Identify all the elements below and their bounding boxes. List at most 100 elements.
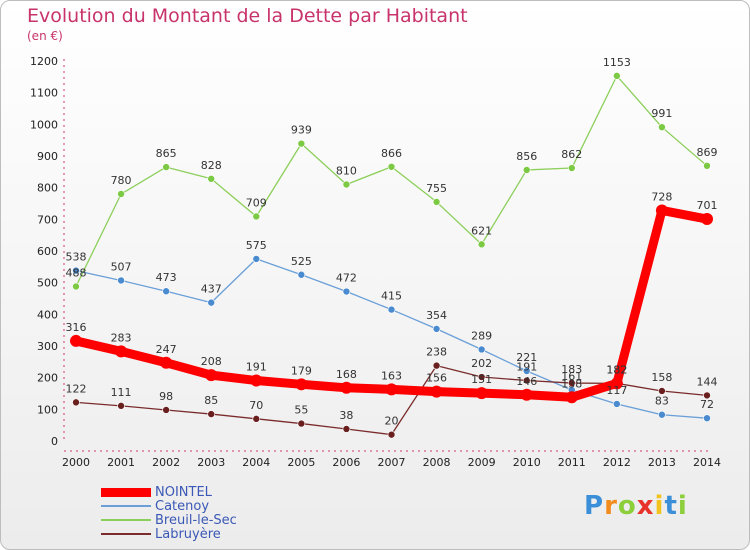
legend-item-nointel: NOINTEL [101, 485, 237, 500]
y-tick-label: 800 [37, 182, 58, 195]
y-tick-label: 200 [37, 372, 58, 385]
series-line-2 [75, 75, 708, 287]
y-tick-label: 1200 [30, 55, 58, 68]
data-point-2 [613, 72, 621, 80]
data-label: 701 [697, 199, 718, 212]
data-point-3 [703, 391, 711, 400]
data-label: 38 [339, 409, 353, 422]
data-label: 488 [66, 266, 87, 279]
data-point-3 [658, 387, 666, 395]
data-label: 862 [561, 148, 582, 161]
data-label: 316 [66, 321, 87, 334]
legend-item-labruyere: Labruyère [101, 527, 237, 542]
data-label: 183 [561, 363, 582, 376]
x-tick-label: 2001 [107, 456, 135, 469]
data-point-0 [160, 356, 173, 369]
data-point-1 [162, 287, 170, 296]
data-point-3 [72, 398, 80, 407]
data-point-3 [117, 402, 125, 410]
legend-swatch-nointel [101, 487, 151, 497]
data-label: 507 [111, 260, 132, 273]
data-label: 991 [651, 107, 672, 120]
data-label: 856 [516, 150, 537, 163]
x-tick-label: 2013 [648, 456, 676, 469]
y-tick-label: 300 [37, 340, 58, 353]
data-label: 151 [471, 373, 492, 386]
y-tick-label: 700 [37, 213, 58, 226]
data-point-2 [207, 175, 216, 183]
data-label: 72 [700, 398, 714, 411]
x-tick-label: 2006 [332, 456, 360, 469]
data-point-2 [703, 162, 711, 170]
x-tick-label: 2005 [287, 456, 315, 469]
data-label: 146 [516, 375, 537, 388]
data-label: 191 [516, 361, 537, 374]
data-point-2 [252, 212, 261, 221]
data-label: 415 [381, 290, 402, 303]
data-label: 810 [336, 165, 357, 178]
data-label: 289 [471, 329, 492, 342]
data-point-2 [162, 163, 170, 171]
x-tick-label: 2000 [62, 456, 90, 469]
data-point-1 [342, 287, 351, 296]
chart-title: Evolution du Montant de la Dette par Hab… [27, 5, 468, 27]
data-label: 70 [249, 399, 263, 412]
data-label: 728 [651, 190, 672, 203]
proxiti-logo: Proxiti [584, 491, 688, 521]
y-tick-label: 900 [37, 150, 58, 163]
data-point-1 [432, 325, 441, 333]
data-label: 238 [426, 346, 447, 359]
legend-item-breuil-le-sec: Breuil-le-Sec [101, 512, 237, 528]
data-point-0 [475, 387, 488, 400]
data-point-1 [207, 298, 216, 307]
data-point-0 [250, 374, 263, 387]
data-label: 122 [66, 382, 87, 395]
data-point-2 [432, 198, 441, 206]
data-label: 85 [204, 394, 218, 407]
data-point-1 [252, 255, 261, 263]
data-label: 472 [336, 272, 357, 285]
data-point-1 [522, 367, 531, 375]
data-point-2 [567, 164, 576, 172]
data-label: 939 [291, 124, 312, 137]
data-point-0 [430, 385, 443, 398]
data-label: 354 [426, 309, 447, 322]
data-point-2 [342, 180, 351, 189]
data-label: 55 [294, 404, 308, 417]
data-label: 158 [651, 371, 672, 384]
legend-swatch-labruyere [101, 533, 151, 535]
legend: NOINTEL Catenoy Breuil-le-Sec Labruyère [101, 485, 237, 542]
data-point-1 [613, 400, 621, 408]
data-label: 575 [246, 239, 267, 252]
data-point-0 [295, 378, 308, 391]
data-point-0 [340, 381, 353, 394]
data-label: 247 [156, 343, 177, 356]
legend-swatch-breuil-le-sec [101, 519, 151, 521]
data-point-1 [297, 270, 306, 279]
data-label: 191 [246, 361, 267, 374]
data-point-3 [567, 379, 576, 387]
data-point-3 [477, 373, 486, 381]
data-point-0 [70, 334, 82, 347]
x-tick-label: 2008 [423, 456, 451, 469]
data-point-0 [520, 388, 533, 401]
data-point-2 [297, 139, 306, 148]
data-point-2 [477, 240, 486, 249]
x-tick-label: 2004 [242, 456, 270, 469]
data-label: 179 [291, 364, 312, 377]
data-label: 473 [156, 271, 177, 284]
data-label: 144 [697, 375, 718, 388]
legend-item-catenoy: Catenoy [101, 498, 237, 514]
data-point-3 [342, 425, 351, 433]
data-label: 709 [246, 196, 267, 209]
data-label: 621 [471, 224, 492, 237]
data-label: 117 [606, 384, 627, 397]
data-point-3 [387, 430, 396, 439]
legend-label-breuil-le-sec: Breuil-le-Sec [155, 512, 237, 528]
data-label: 755 [426, 182, 447, 195]
data-label: 828 [201, 159, 222, 172]
legend-label-catenoy: Catenoy [155, 498, 210, 514]
data-label: 1153 [603, 56, 631, 69]
